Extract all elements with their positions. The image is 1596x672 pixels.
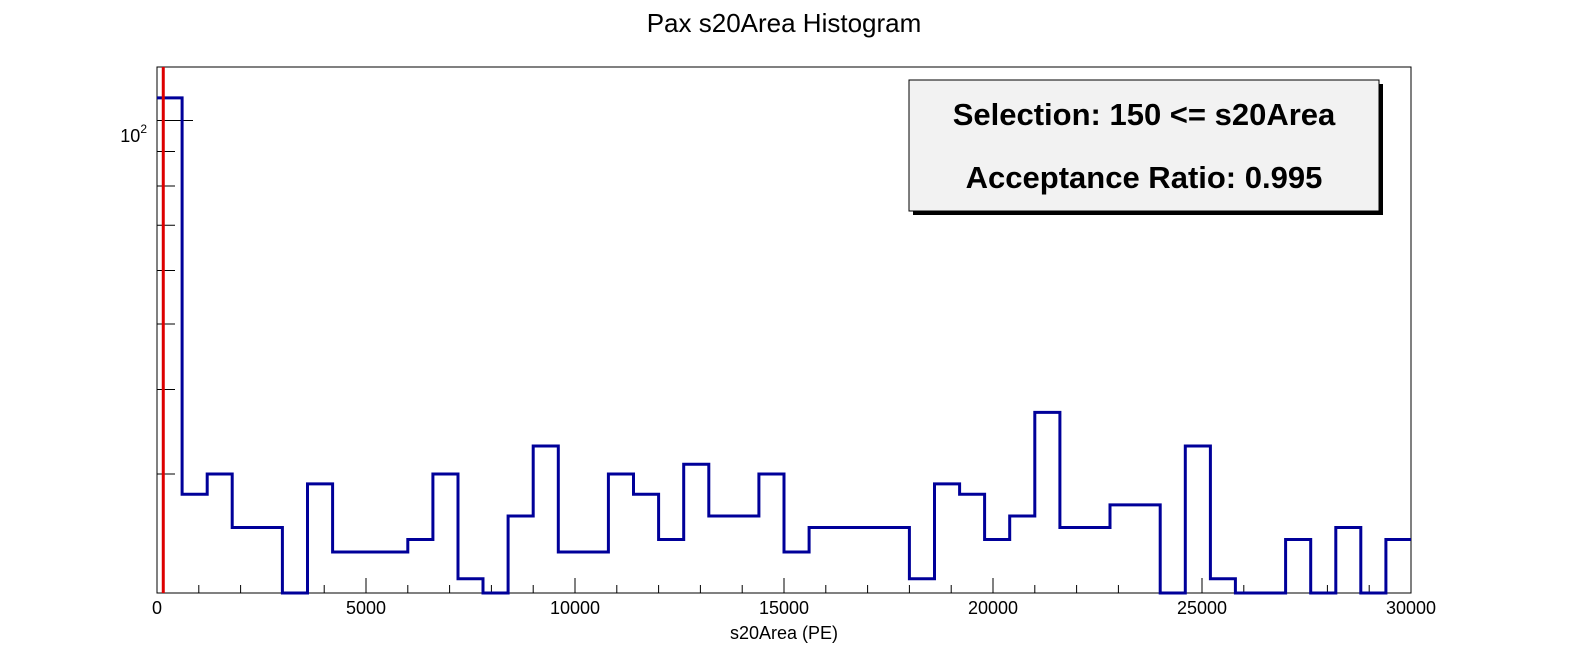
y-tick-label-100: 102	[120, 122, 147, 146]
x-tick-label: 0	[152, 598, 162, 618]
x-tick-label: 15000	[759, 598, 809, 618]
x-axis: 0 5000 10000 15000 20000 25000 30000	[152, 578, 1436, 618]
stats-acceptance-text: Acceptance Ratio: 0.995	[966, 160, 1323, 195]
x-axis-label: s20Area (PE)	[730, 623, 838, 643]
x-tick-label: 5000	[346, 598, 386, 618]
stats-box: Selection: 150 <= s20Area Acceptance Rat…	[908, 79, 1383, 215]
histogram-line	[157, 96, 1411, 595]
x-tick-label: 30000	[1386, 598, 1436, 618]
x-tick-label: 20000	[968, 598, 1018, 618]
stats-box-panel	[908, 79, 1380, 212]
y-axis	[157, 120, 193, 594]
chart-title: Pax s20Area Histogram	[647, 8, 922, 38]
x-tick-label: 10000	[550, 598, 600, 618]
stats-selection-text: Selection: 150 <= s20Area	[953, 97, 1336, 132]
x-tick-label: 25000	[1177, 598, 1227, 618]
